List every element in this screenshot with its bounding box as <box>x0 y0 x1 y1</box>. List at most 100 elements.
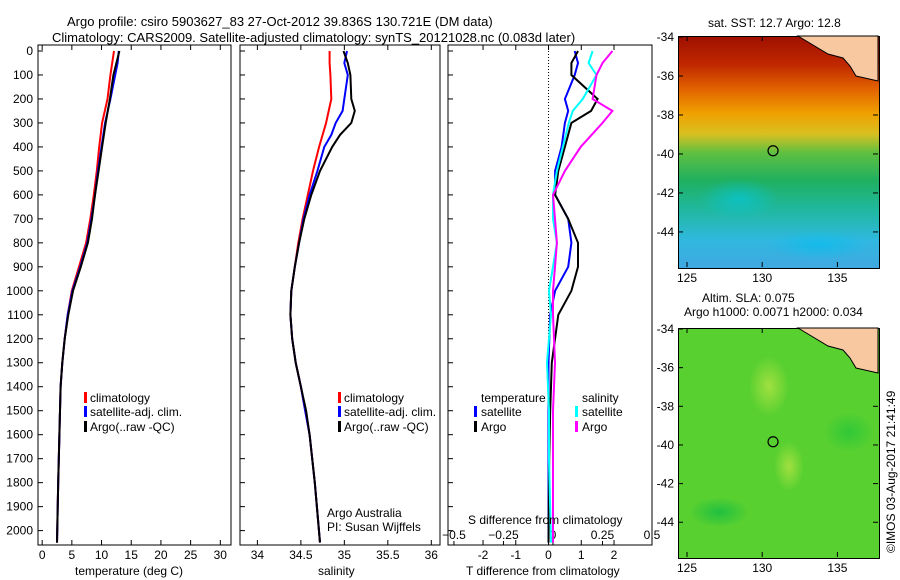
title-line-1: Argo profile: csiro 5903627_83 27-Oct-20… <box>67 14 493 29</box>
lat-tick-label: -34 <box>657 30 675 44</box>
lon-tick-label: 125 <box>677 271 697 285</box>
depth-tick-label: 900 <box>13 260 33 274</box>
depth-tick-label: 1500 <box>6 404 33 418</box>
x-tick-label: 0 <box>39 548 46 562</box>
x2-tick-label: 0.5 <box>644 528 661 542</box>
x-tick-label: 35.5 <box>376 548 400 562</box>
series-line-satellite-adj-clim- <box>289 50 349 543</box>
temp-xlabel: temperature (deg C) <box>75 564 184 578</box>
sdiff-xlabel: S difference from climatology <box>468 513 623 527</box>
depth-tick-label: 700 <box>13 212 33 226</box>
sla-map-title-2: Argo h1000: 0.0071 h2000: 0.034 <box>684 305 863 319</box>
tdiff-xlabel: T difference from climatology <box>466 564 620 578</box>
argo-location-marker <box>767 436 779 448</box>
watermark: ©IMOS 03-Aug-2017 21:41:49 <box>884 390 898 553</box>
lat-tick-label: -34 <box>657 322 675 336</box>
x-tick-label: 2 <box>611 548 618 562</box>
depth-tick-label: 500 <box>13 164 33 178</box>
sla-map-title-1: Altim. SLA: 0.075 <box>702 291 795 305</box>
x-tick-label: 30 <box>214 548 228 562</box>
legend-diff-sal-header: salinity <box>582 391 619 405</box>
lat-tick-label: -42 <box>657 186 675 200</box>
lat-tick-label: -40 <box>657 147 675 161</box>
x-tick-label: 10 <box>95 548 109 562</box>
depth-tick-label: 1100 <box>7 308 33 322</box>
x2-tick-label: 0.25 <box>591 528 615 542</box>
credit-line-1: Argo Australia <box>327 506 402 520</box>
panel-frame <box>239 44 441 546</box>
depth-tick-label: 1200 <box>6 332 33 346</box>
legend-swatch <box>474 406 477 417</box>
depth-tick-label: 300 <box>13 116 33 130</box>
legend-swatch <box>84 406 87 417</box>
x-tick-label: 36 <box>425 548 439 562</box>
legend-temp-clim: climatology <box>90 391 151 405</box>
legend-swatch <box>338 421 341 432</box>
legend-diff-t-sat: satellite <box>481 405 522 419</box>
lon-tick-label: 130 <box>752 561 772 575</box>
depth-tick-label: 1700 <box>6 452 33 466</box>
legend-swatch <box>84 392 87 403</box>
x-tick-label: 25 <box>184 548 198 562</box>
lat-tick-label: -38 <box>657 399 675 413</box>
depth-tick-label: 400 <box>13 140 33 154</box>
series-line-s-argo <box>551 50 614 543</box>
series-line-climatology <box>289 51 333 543</box>
lat-tick-label: -36 <box>657 69 675 83</box>
legend-sal-sat: satellite-adj. clim. <box>344 405 437 419</box>
depth-tick-label: 1900 <box>6 500 33 514</box>
x-tick-label: -2 <box>478 548 489 562</box>
legend-swatch <box>575 406 578 417</box>
lat-tick-label: -44 <box>657 515 675 529</box>
credit-line-2: PI: Susan Wijffels <box>327 520 421 534</box>
legend-swatch <box>338 406 341 417</box>
panel-frame <box>37 44 232 546</box>
legend-sal-clim: climatology <box>344 391 405 405</box>
sla-map <box>678 328 880 559</box>
sst-map <box>678 36 880 269</box>
legend-diff-s-sat: satellite <box>582 405 623 419</box>
lon-tick-label: 130 <box>752 271 772 285</box>
legend-temp-argo: Argo(..raw -QC) <box>90 420 175 434</box>
depth-tick-label: 1000 <box>6 284 33 298</box>
lat-tick-label: -44 <box>657 225 675 239</box>
depth-tick-label: 200 <box>13 92 33 106</box>
coastline-land <box>796 35 879 82</box>
legend-swatch <box>474 421 477 432</box>
legend-swatch <box>575 421 578 432</box>
lat-tick-label: -38 <box>657 108 675 122</box>
depth-tick-label: 1600 <box>6 428 33 442</box>
depth-tick-label: 1400 <box>6 380 33 394</box>
x-tick-label: 1 <box>578 548 585 562</box>
argo-location-marker <box>767 145 779 157</box>
x-tick-label: 5 <box>69 548 76 562</box>
depth-tick-label: 100 <box>13 68 33 82</box>
sst-map-title: sat. SST: 12.7 Argo: 12.8 <box>708 16 841 30</box>
series-line-satellite-adj-clim- <box>56 50 120 543</box>
lon-tick-label: 135 <box>827 271 847 285</box>
legend-swatch <box>338 392 341 403</box>
lat-tick-label: -40 <box>657 438 675 452</box>
series-line-argo-raw-qc- <box>289 50 356 543</box>
depth-tick-label: 1300 <box>6 356 33 370</box>
legend-diff-t-argo: Argo <box>481 420 507 434</box>
lat-tick-label: -42 <box>657 477 675 491</box>
depth-tick-label: 600 <box>13 188 33 202</box>
sal-xlabel: salinity <box>318 564 355 578</box>
depth-tick-label: 1800 <box>6 476 33 490</box>
legend-swatch <box>84 421 87 432</box>
lat-tick-label: -36 <box>657 361 675 375</box>
legend-sal-argo: Argo(..raw -QC) <box>344 420 429 434</box>
x-tick-label: 0 <box>545 548 552 562</box>
lon-tick-label: 135 <box>827 561 847 575</box>
legend-diff-s-argo: Argo <box>582 420 608 434</box>
x-tick-label: 35 <box>338 548 352 562</box>
title-line-2: Climatology: CARS2009. Satellite-adjuste… <box>52 30 576 45</box>
legend-diff-temp-header: temperature <box>481 391 546 405</box>
x-tick-label: 20 <box>154 548 168 562</box>
depth-tick-label: 2000 <box>6 524 33 538</box>
coastline-land <box>796 327 879 374</box>
series-line-argo-raw-qc- <box>56 50 121 543</box>
